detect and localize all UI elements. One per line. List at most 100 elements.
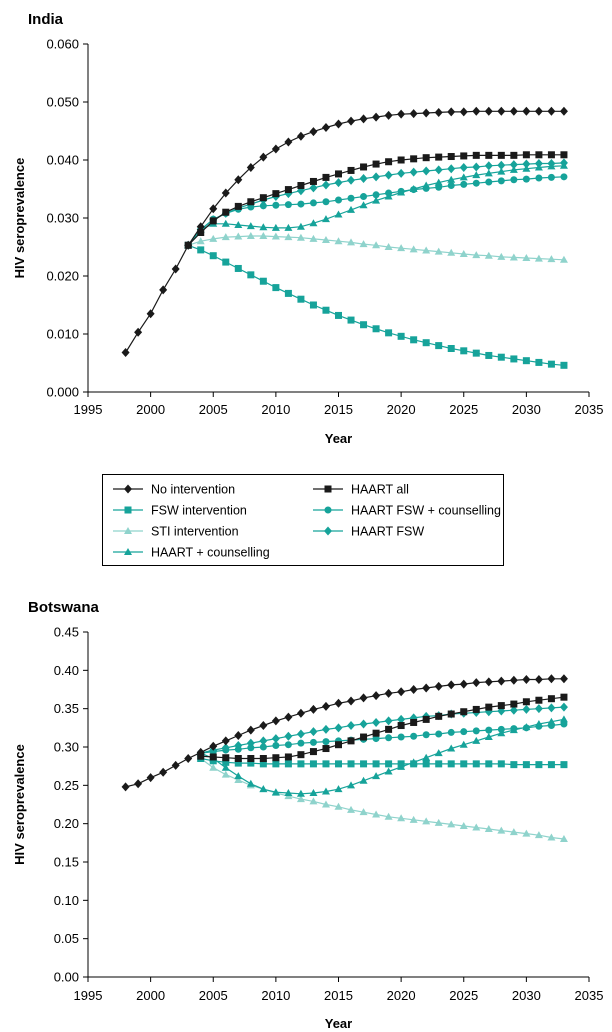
- data-point: [459, 163, 468, 173]
- data-point: [359, 719, 368, 729]
- data-point: [485, 703, 493, 711]
- data-point: [321, 123, 330, 133]
- data-point: [434, 818, 443, 826]
- data-point: [497, 160, 506, 170]
- data-point: [447, 680, 456, 690]
- series-line: [125, 110, 564, 353]
- data-point: [497, 676, 506, 686]
- data-point: [347, 175, 356, 185]
- data-point: [360, 321, 368, 329]
- data-point: [272, 754, 280, 762]
- data-point: [372, 760, 380, 768]
- data-point: [397, 687, 406, 697]
- data-point: [322, 738, 330, 746]
- data-point: [221, 770, 230, 778]
- data-point: [509, 165, 518, 173]
- data-point: [234, 772, 243, 780]
- data-point: [234, 731, 243, 740]
- data-point: [309, 183, 318, 193]
- legend-label: HAART FSW: [351, 525, 424, 539]
- legend-marker: [324, 485, 332, 493]
- data-point: [259, 736, 268, 746]
- data-point: [297, 760, 305, 768]
- data-point: [385, 158, 393, 166]
- data-point: [409, 185, 418, 192]
- data-point: [547, 717, 556, 725]
- data-point: [259, 194, 267, 202]
- data-point: [297, 182, 305, 190]
- data-point: [309, 738, 317, 746]
- data-point: [422, 683, 431, 693]
- data-point: [385, 725, 393, 733]
- data-point: [485, 351, 493, 359]
- data-point: [334, 698, 343, 708]
- x-axis-label: Year: [325, 1016, 352, 1031]
- data-point: [309, 797, 318, 805]
- data-point: [447, 107, 456, 117]
- data-point: [522, 723, 531, 731]
- data-point: [460, 180, 468, 188]
- data-point: [259, 743, 267, 751]
- data-point: [447, 164, 456, 174]
- data-point: [359, 201, 368, 209]
- data-point: [497, 353, 505, 361]
- data-point: [234, 232, 243, 240]
- series-haart-counselling: [196, 715, 568, 797]
- data-point: [522, 675, 531, 685]
- data-point: [459, 107, 468, 117]
- data-point: [385, 329, 393, 337]
- data-point: [559, 702, 568, 712]
- data-point: [321, 236, 330, 244]
- data-point: [447, 760, 455, 768]
- data-point: [397, 332, 405, 340]
- data-point: [309, 789, 318, 796]
- data-point: [522, 704, 531, 714]
- y-tick-label: 0.00: [54, 970, 79, 985]
- data-point: [209, 204, 218, 214]
- data-point: [522, 698, 530, 706]
- data-point: [309, 760, 317, 768]
- data-point: [284, 712, 293, 722]
- y-tick-label: 0.10: [54, 893, 79, 908]
- data-point: [522, 357, 530, 365]
- data-point: [121, 348, 130, 358]
- data-point: [497, 151, 505, 159]
- data-point: [534, 720, 543, 727]
- data-point: [510, 700, 518, 708]
- data-point: [284, 789, 293, 796]
- data-point: [372, 191, 380, 199]
- data-point: [296, 131, 305, 141]
- data-point: [372, 241, 381, 249]
- data-point: [322, 306, 330, 314]
- series-line: [200, 758, 565, 840]
- data-point: [472, 349, 480, 357]
- data-point: [534, 158, 543, 168]
- data-point: [472, 736, 481, 744]
- data-point: [321, 787, 330, 795]
- data-point: [272, 741, 280, 749]
- x-tick-label: 2010: [261, 402, 290, 417]
- data-point: [372, 196, 381, 204]
- data-point: [422, 108, 431, 118]
- data-point: [410, 155, 418, 163]
- data-point: [272, 190, 280, 198]
- data-point: [497, 252, 506, 260]
- data-point: [522, 761, 530, 769]
- series-haart-all: [184, 151, 568, 249]
- data-point: [296, 789, 305, 797]
- data-point: [509, 705, 518, 715]
- series-haart-fsw-counselling: [184, 173, 568, 249]
- x-tick-label: 2000: [136, 402, 165, 417]
- data-point: [360, 163, 368, 171]
- data-point: [422, 339, 430, 347]
- data-point: [447, 728, 455, 736]
- data-point: [497, 826, 506, 834]
- chart-india: India 1995 2000 2005 2010 2015 2020 2025 2030 203…: [12, 11, 603, 446]
- data-point: [209, 234, 218, 242]
- data-point: [547, 255, 556, 263]
- chart-botswana: Botswana 1995 2000 2005 2010 2015 2020 2025 2030…: [12, 599, 603, 1031]
- data-point: [384, 716, 393, 726]
- legend-marker: [124, 506, 132, 514]
- data-point: [372, 735, 380, 743]
- data-point: [297, 200, 305, 208]
